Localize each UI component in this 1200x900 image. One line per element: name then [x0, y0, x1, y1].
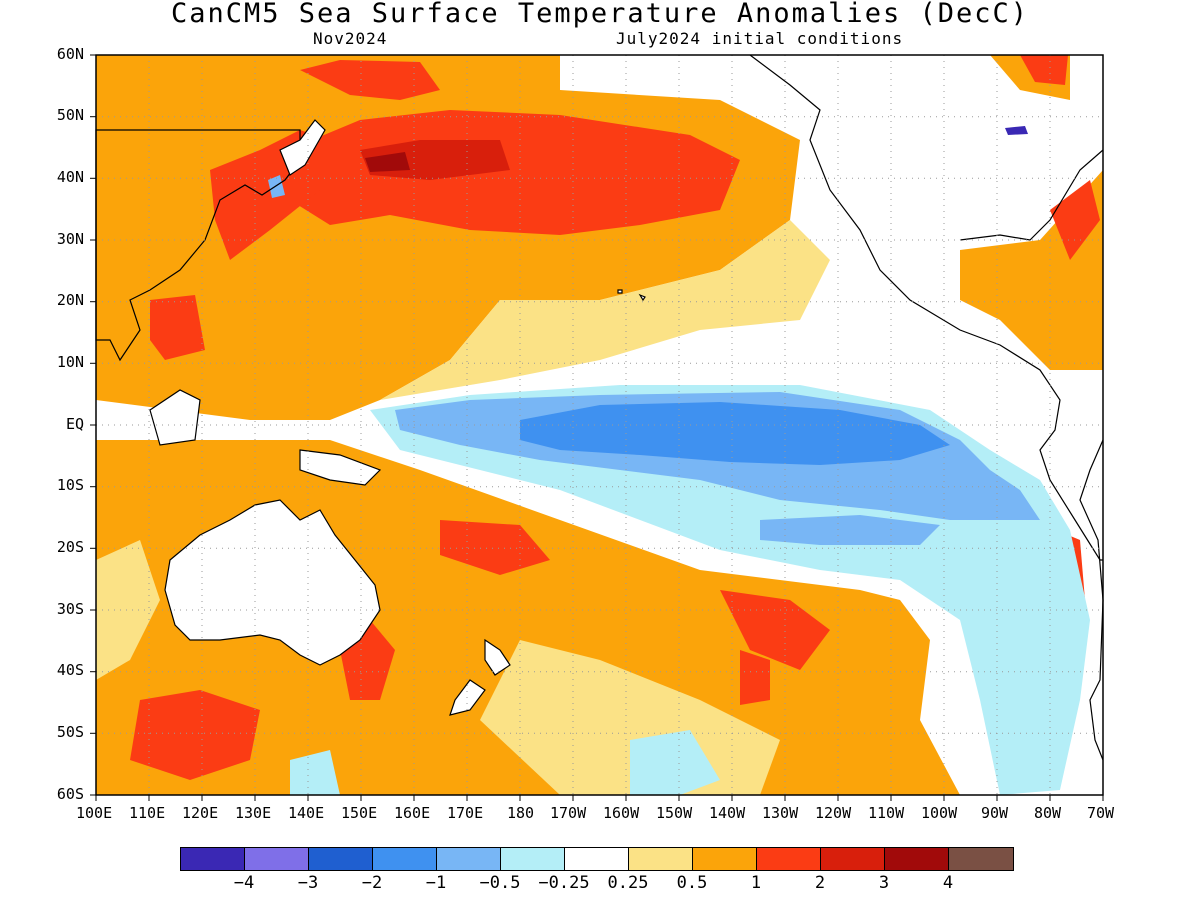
initial-conditions-label: July2024 initial conditions: [616, 29, 904, 48]
colorbar: [180, 847, 1014, 871]
japan: [279, 119, 326, 176]
strong-warm-southeast: [720, 590, 830, 670]
colorbar-tick-label: 3: [878, 873, 890, 893]
colorbar-swatch: [373, 848, 437, 870]
lon-label: 100W: [921, 804, 958, 822]
colorbar-swatch: [245, 848, 309, 870]
lat-label: EQ: [65, 415, 84, 433]
cool-japan: [268, 175, 285, 198]
new-zealand-north: [484, 638, 511, 676]
lon-label: 170E: [447, 804, 484, 822]
colorbar-tick-label: −0.25: [538, 873, 590, 893]
colorbar-swatch: [501, 848, 565, 870]
colorbar-tick-label: −0.5: [479, 873, 521, 893]
colorbar-tick-label: 4: [942, 873, 954, 893]
lat-label: 30S: [56, 600, 84, 618]
strong-warm-atlantic-north: [1020, 55, 1068, 85]
colorbar-tick-label: −2: [361, 873, 383, 893]
lat-label: 10N: [56, 353, 84, 371]
forecast-month: Nov2024: [313, 29, 388, 48]
colorbar-swatch: [565, 848, 629, 870]
colorbar-swatch: [309, 848, 373, 870]
colorbar-tick-label: 1: [750, 873, 762, 893]
lon-label: 120E: [182, 804, 219, 822]
colorbar-tick-label: 0.5: [676, 873, 708, 893]
strong-warm-kuroshio-extension: [290, 110, 740, 235]
axis-ticks: [90, 54, 1104, 801]
colorbar-tick-label: −4: [233, 873, 255, 893]
lon-label: 160E: [394, 804, 431, 822]
lon-label: 80W: [1034, 804, 1062, 822]
colorbar-tick-label: 2: [814, 873, 826, 893]
lon-label: 150E: [341, 804, 378, 822]
cool-southern-ocean-west: [290, 750, 340, 795]
lon-label: 140W: [709, 804, 746, 822]
colorbar-swatch: [629, 848, 693, 870]
strong-warm-southern: [130, 690, 260, 780]
colorbar-tick-label: 0.25: [607, 873, 649, 893]
lat-label: 60N: [56, 45, 84, 63]
light-warm-south-west: [96, 540, 160, 680]
colorbar-swatch: [437, 848, 501, 870]
lon-label: 150W: [656, 804, 693, 822]
lon-label: 110W: [868, 804, 905, 822]
lat-label: 50N: [56, 106, 84, 124]
hawaii-islands: [617, 289, 646, 302]
lat-label: 20S: [56, 538, 84, 556]
borneo: [149, 389, 201, 446]
strong-warm-north-coast: [300, 60, 440, 100]
strong-warm-philippine: [150, 295, 205, 360]
cool-great-lakes: [1005, 126, 1028, 135]
cool-equatorial-core: [520, 402, 950, 465]
lon-label: 100E: [76, 804, 113, 822]
cool-southern-ocean: [630, 730, 720, 795]
extreme-warm-north-pacific: [365, 152, 410, 172]
colorbar-swatch: [821, 848, 885, 870]
light-warm-transition: [380, 220, 830, 400]
lat-label: 10S: [56, 476, 84, 494]
anomaly-fields: [96, 55, 1103, 795]
gulf-coast: [959, 149, 1104, 241]
colorbar-swatch: [757, 848, 821, 870]
lon-label: 110E: [129, 804, 166, 822]
colorbar-swatch: [181, 848, 245, 870]
lon-label: 180: [507, 804, 535, 822]
lon-label: 70W: [1087, 804, 1115, 822]
chart-title: CanCM5 Sea Surface Temperature Anomalies…: [170, 0, 1029, 29]
lon-label: 90W: [981, 804, 1009, 822]
colorbar-swatch: [949, 848, 1013, 870]
lon-label: 130W: [762, 804, 799, 822]
lat-label: 50S: [56, 723, 84, 741]
lon-label: 130E: [235, 804, 272, 822]
colorbar-tick-label: −3: [297, 873, 319, 893]
lat-label: 40N: [56, 168, 84, 186]
lat-label: 30N: [56, 230, 84, 248]
australia-landmass: [164, 499, 381, 666]
colorbar-swatch: [885, 848, 949, 870]
north-america-coast: [749, 54, 1103, 561]
lat-label: 20N: [56, 291, 84, 309]
strong-warm-south-central: [440, 520, 550, 575]
colorbar-tick-label: −1: [425, 873, 447, 893]
cool-south-band: [760, 515, 940, 545]
colorbar-swatch: [693, 848, 757, 870]
lat-label: 40S: [56, 661, 84, 679]
new-guinea: [299, 449, 382, 486]
sst-anomaly-map: [90, 54, 1104, 801]
lon-label: 160W: [603, 804, 640, 822]
lon-label: 140E: [288, 804, 325, 822]
lat-label: 60S: [56, 785, 84, 803]
strong-warm-southeast-2: [740, 650, 770, 705]
lon-label: 120W: [815, 804, 852, 822]
lon-label: 170W: [550, 804, 587, 822]
